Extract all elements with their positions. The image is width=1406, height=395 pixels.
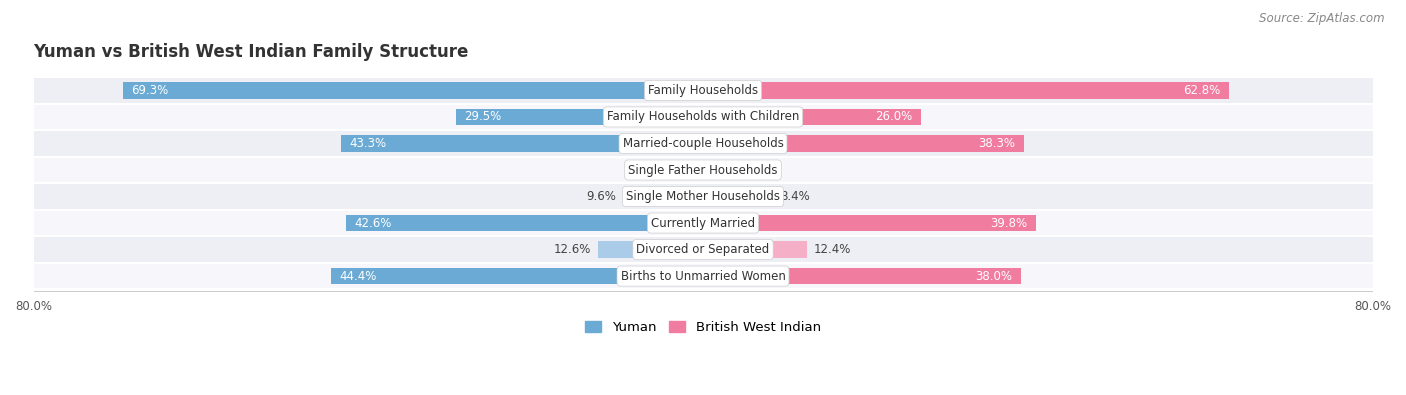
Bar (703, 109, 921, 125)
Text: 38.3%: 38.3% (979, 137, 1015, 150)
Text: Single Father Households: Single Father Households (628, 164, 778, 177)
Text: Source: ZipAtlas.com: Source: ZipAtlas.com (1260, 12, 1385, 25)
Bar (34, 264, 1372, 288)
Bar (703, 135, 1024, 152)
Legend: Yuman, British West Indian: Yuman, British West Indian (579, 315, 827, 339)
Bar (34, 211, 1372, 235)
Bar (703, 268, 1021, 284)
Text: Births to Unmarried Women: Births to Unmarried Women (620, 270, 786, 282)
Bar (124, 82, 703, 99)
Bar (703, 241, 807, 258)
Bar (598, 241, 703, 258)
Text: Divorced or Separated: Divorced or Separated (637, 243, 769, 256)
Text: 42.6%: 42.6% (354, 216, 392, 229)
Bar (703, 188, 773, 205)
Bar (456, 109, 703, 125)
Text: 69.3%: 69.3% (131, 84, 169, 97)
Text: 62.8%: 62.8% (1182, 84, 1220, 97)
Bar (703, 215, 1036, 231)
Bar (346, 215, 703, 231)
Text: Family Households: Family Households (648, 84, 758, 97)
Text: Single Mother Households: Single Mother Households (626, 190, 780, 203)
Bar (34, 105, 1372, 129)
Text: Currently Married: Currently Married (651, 216, 755, 229)
Text: 26.0%: 26.0% (875, 111, 912, 124)
Bar (34, 158, 1372, 182)
Bar (34, 184, 1372, 209)
Bar (34, 237, 1372, 262)
Bar (340, 135, 703, 152)
Text: 2.2%: 2.2% (728, 164, 758, 177)
Bar (703, 82, 1229, 99)
Text: 43.3%: 43.3% (349, 137, 387, 150)
Bar (332, 268, 703, 284)
Bar (703, 162, 721, 178)
Text: Family Households with Children: Family Households with Children (607, 111, 799, 124)
Text: 12.4%: 12.4% (814, 243, 851, 256)
Bar (675, 162, 703, 178)
Text: 3.3%: 3.3% (640, 164, 669, 177)
Text: 44.4%: 44.4% (340, 270, 377, 282)
Bar (623, 188, 703, 205)
Text: Married-couple Households: Married-couple Households (623, 137, 783, 150)
Text: 12.6%: 12.6% (554, 243, 591, 256)
Text: 29.5%: 29.5% (464, 111, 502, 124)
Text: 8.4%: 8.4% (780, 190, 810, 203)
Bar (34, 78, 1372, 103)
Text: 39.8%: 39.8% (991, 216, 1028, 229)
Text: 9.6%: 9.6% (586, 190, 616, 203)
Bar (34, 131, 1372, 156)
Text: 38.0%: 38.0% (976, 270, 1012, 282)
Text: Yuman vs British West Indian Family Structure: Yuman vs British West Indian Family Stru… (34, 43, 468, 61)
